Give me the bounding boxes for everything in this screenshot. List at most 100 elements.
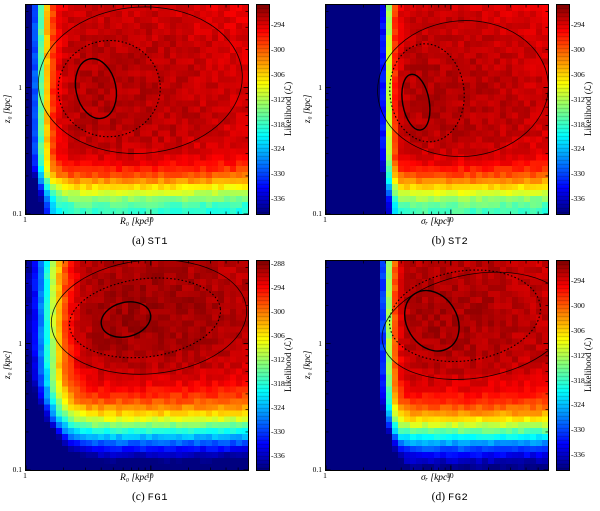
panel-c-fg1: z₀ [kpc] R₀ [kpc] Likelihood (ℒ) (c) FG1… (0, 256, 300, 511)
x-axis-label: R₀ [kpc] (119, 473, 153, 483)
colorbar-tick-label: -330 (571, 169, 585, 179)
caption-index: (b) (431, 235, 446, 247)
x-tick-label: 1 (23, 471, 27, 480)
colorbar-tick-label: -288 (271, 259, 285, 269)
colorbar-tick-label: -312 (571, 350, 585, 360)
colorbar-tick-label: -318 (271, 378, 285, 388)
colorbar-axis-label: Likelihood (ℒ) (283, 81, 293, 136)
y-tick-label: 1 (318, 82, 322, 92)
colorbar (256, 4, 270, 215)
x-tick-label: 10 (146, 215, 154, 224)
caption-code: FG1 (147, 492, 169, 504)
y-axis-label: z₀ [kpc] (302, 350, 312, 379)
plot-overlay (26, 5, 248, 214)
y-tick-label: 0.1 (12, 209, 22, 218)
panel-b-st2: z₀ [kpc] σᵣ [kpc] Likelihood (ℒ) (b) ST2… (300, 0, 600, 255)
x-axis-label: σᵣ [kpc] (421, 217, 451, 227)
y-axis-label: z₀ [kpc] (302, 94, 312, 123)
x-tick-label: 10 (146, 471, 154, 480)
x-tick-label: 1 (323, 471, 327, 480)
colorbar-tick-label: -312 (271, 94, 285, 104)
caption: (d) FG2 (300, 491, 600, 504)
x-axis-label: σᵣ [kpc] (421, 473, 451, 483)
colorbar-tick-label: -294 (571, 276, 585, 286)
colorbar-tick-label: -318 (571, 375, 585, 385)
heatmap-plot (25, 260, 249, 471)
x-tick-label: 10 (446, 215, 454, 224)
colorbar-canvas (257, 261, 269, 470)
colorbar-tick-label: -300 (571, 301, 585, 311)
colorbar-tick-label: -306 (571, 325, 585, 335)
colorbar-tick-label: -312 (271, 355, 285, 365)
x-axis-label: R₀ [kpc] (119, 217, 153, 227)
colorbar-tick-label: -336 (271, 194, 285, 203)
y-axis-label: z₀ [kpc] (2, 350, 12, 379)
plot-overlay (26, 261, 248, 470)
heatmap-plot (325, 260, 549, 471)
panel-a-st1: z₀ [kpc] R₀ [kpc] Likelihood (ℒ) (a) ST1… (0, 0, 300, 255)
confidence-contour-solid-thin (381, 271, 548, 380)
heatmap-canvas (26, 261, 248, 470)
y-tick-label: 1 (18, 82, 22, 92)
confidence-contour-dotted (389, 43, 465, 143)
heatmap-plot (325, 4, 549, 215)
confidence-contour-solid-thin (50, 261, 248, 375)
colorbar-axis-label: Likelihood (ℒ) (583, 337, 593, 392)
colorbar-tick-label: -330 (271, 169, 285, 179)
y-tick-label: 1 (18, 338, 22, 348)
confidence-contour-dotted (57, 39, 161, 138)
confidence-contour-dotted (388, 269, 541, 363)
confidence-contour-solid-bold (100, 301, 152, 338)
colorbar-tick-label: -336 (571, 194, 585, 203)
plot-overlay (326, 5, 548, 214)
colorbar-canvas (557, 5, 569, 214)
colorbar-canvas (557, 261, 569, 470)
confidence-contour-solid-bold (74, 57, 118, 120)
x-tick-label: 1 (23, 215, 27, 224)
heatmap-canvas (326, 5, 548, 214)
caption-index: (c) (131, 491, 145, 503)
colorbar-tick-label: -312 (571, 94, 585, 104)
colorbar-tick-label: -336 (271, 450, 285, 460)
colorbar-tick-label: -324 (571, 400, 585, 410)
colorbar-tick-label: -300 (571, 45, 585, 55)
colorbar (556, 260, 570, 471)
colorbar-tick-label: -294 (571, 20, 585, 30)
confidence-contour-dotted (68, 277, 222, 359)
plot-overlay (326, 261, 548, 470)
colorbar-tick-label: -324 (571, 144, 585, 154)
caption: (a) ST1 (0, 235, 300, 248)
heatmap-canvas (26, 5, 248, 214)
confidence-contour-solid-thin (37, 6, 243, 154)
caption: (c) FG1 (0, 491, 300, 504)
confidence-contour-solid-bold (401, 73, 431, 131)
colorbar-tick-label: -294 (271, 20, 285, 30)
y-tick-label: 1 (318, 338, 322, 348)
x-tick-label: 1 (323, 215, 327, 224)
colorbar-tick-label: -324 (271, 144, 285, 154)
colorbar-canvas (257, 5, 269, 214)
colorbar-tick-label: -300 (271, 45, 285, 55)
colorbar-tick-label: -324 (271, 402, 285, 412)
x-tick-label: 10 (446, 471, 454, 480)
caption-index: (a) (131, 235, 145, 247)
heatmap-plot (25, 4, 249, 215)
colorbar-tick-label: -306 (271, 69, 285, 79)
panel-d-fg2: z₀ [kpc] σᵣ [kpc] Likelihood (ℒ) (d) FG2… (300, 256, 600, 511)
colorbar-tick-label: -318 (271, 119, 285, 129)
colorbar-tick-label: -306 (271, 331, 285, 341)
colorbar-tick-label: -294 (271, 283, 285, 293)
heatmap-canvas (326, 261, 548, 470)
colorbar-tick-label: -330 (271, 426, 285, 436)
y-tick-label: 0.1 (12, 465, 22, 474)
colorbar-tick-label: -330 (571, 425, 585, 435)
colorbar-tick-label: -318 (571, 119, 585, 129)
colorbar-axis-label: Likelihood (ℒ) (583, 81, 593, 136)
colorbar (556, 4, 570, 215)
y-tick-label: 0.1 (312, 465, 322, 474)
y-tick-label: 0.1 (312, 209, 322, 218)
y-axis-label: z₀ [kpc] (2, 94, 12, 123)
caption-code: ST2 (447, 236, 469, 248)
confidence-contour-solid-thin (377, 20, 548, 158)
